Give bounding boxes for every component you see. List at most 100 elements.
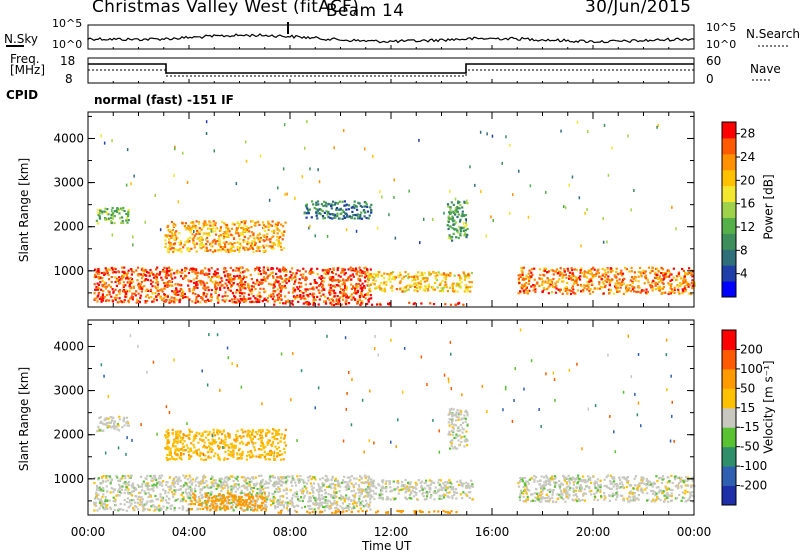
power-cell [173, 224, 176, 227]
power-cell [104, 211, 108, 214]
velocity-cell [188, 474, 191, 477]
velocity-cell [345, 481, 348, 484]
velocity-cell [199, 491, 202, 494]
power-cell [122, 271, 125, 274]
power-cell [106, 270, 109, 273]
power-cell [267, 222, 270, 225]
velocity-cell [146, 486, 149, 489]
power-cell [198, 232, 201, 236]
velocity-cell [190, 430, 193, 433]
power-cell [248, 230, 251, 233]
power-cell [671, 290, 674, 293]
power-cell [252, 234, 255, 237]
power-cell [214, 289, 217, 293]
power-cell [197, 221, 201, 224]
power-cell [242, 297, 245, 300]
power-cell [272, 283, 275, 286]
power-ytick-label: 4000 [53, 131, 84, 145]
power-cell [269, 240, 272, 244]
power-cell [311, 200, 314, 203]
power-sparse-cell [381, 195, 383, 199]
power-cell [300, 290, 303, 293]
power-cell [447, 236, 450, 240]
velocity-cell [168, 451, 171, 454]
power-cell [198, 222, 201, 225]
power-cell [207, 289, 210, 292]
power-cell [272, 293, 275, 296]
power-cell [327, 216, 330, 219]
velocity-cell [99, 498, 102, 501]
power-cell [276, 235, 279, 238]
velocity-cell [295, 490, 298, 494]
power-cell [340, 271, 343, 274]
power-cell [95, 271, 98, 274]
velocity-cell [174, 445, 177, 448]
power-cell [176, 290, 179, 293]
nsky-tick-top: 10^5 [52, 17, 82, 30]
power-cell [175, 298, 178, 301]
power-cell [101, 294, 104, 297]
power-cell [628, 270, 631, 273]
power-cell [193, 242, 196, 245]
velocity-cell [346, 505, 349, 508]
velocity-cell [284, 501, 287, 504]
power-cell [332, 292, 335, 295]
power-cell [277, 229, 280, 232]
velocity-cell [160, 496, 163, 499]
power-cell [182, 246, 185, 249]
velocity-cell [117, 424, 120, 427]
velocity-cell [242, 435, 245, 438]
velocity-cell [207, 492, 210, 495]
velocity-cell [361, 500, 364, 503]
velocity-cell [195, 452, 198, 455]
velocity-cell [269, 475, 272, 478]
power-cell [108, 293, 111, 296]
power-cell [214, 284, 217, 287]
velocity-cell [291, 500, 294, 504]
power-cell [441, 290, 445, 293]
power-cell [451, 215, 454, 218]
power-cell [355, 283, 358, 286]
velocity-cell [170, 504, 174, 507]
velocity-cell [191, 478, 195, 481]
velocity-cell [235, 482, 238, 486]
power-cell [179, 288, 182, 291]
power-cell [118, 281, 121, 285]
velocity-cell [323, 509, 326, 512]
power-cell [583, 284, 586, 287]
power-cell [279, 298, 282, 301]
power-sparse-cell [466, 199, 468, 203]
power-cell [363, 271, 366, 274]
power-cell [247, 282, 250, 285]
power-cell [262, 249, 265, 252]
power-cell [95, 297, 98, 300]
power-cell [127, 213, 130, 216]
velocity-cell [199, 438, 203, 441]
power-cell [334, 216, 337, 219]
power-cell [546, 288, 549, 291]
velocity-cell [112, 491, 115, 494]
power-cell [378, 286, 381, 289]
power-cell [224, 249, 227, 253]
power-cell [435, 272, 438, 275]
power-cell [120, 221, 123, 224]
velocity-cell [226, 457, 229, 461]
power-cell [243, 223, 246, 226]
power-cell [179, 275, 183, 278]
power-cell [296, 296, 299, 299]
velocity-cell [148, 508, 151, 511]
power-cell [272, 242, 275, 245]
power-cell [564, 288, 567, 291]
power-cell [333, 295, 336, 298]
power-cell [302, 294, 305, 297]
power-cell [364, 201, 367, 204]
velocity-cell [277, 481, 280, 484]
power-cell [227, 288, 230, 291]
velocity-cell [179, 430, 182, 433]
power-cell [462, 229, 465, 232]
velocity-cell [338, 497, 341, 500]
power-cell [282, 285, 285, 288]
velocity-cell [364, 495, 367, 498]
velocity-cell [179, 488, 182, 491]
